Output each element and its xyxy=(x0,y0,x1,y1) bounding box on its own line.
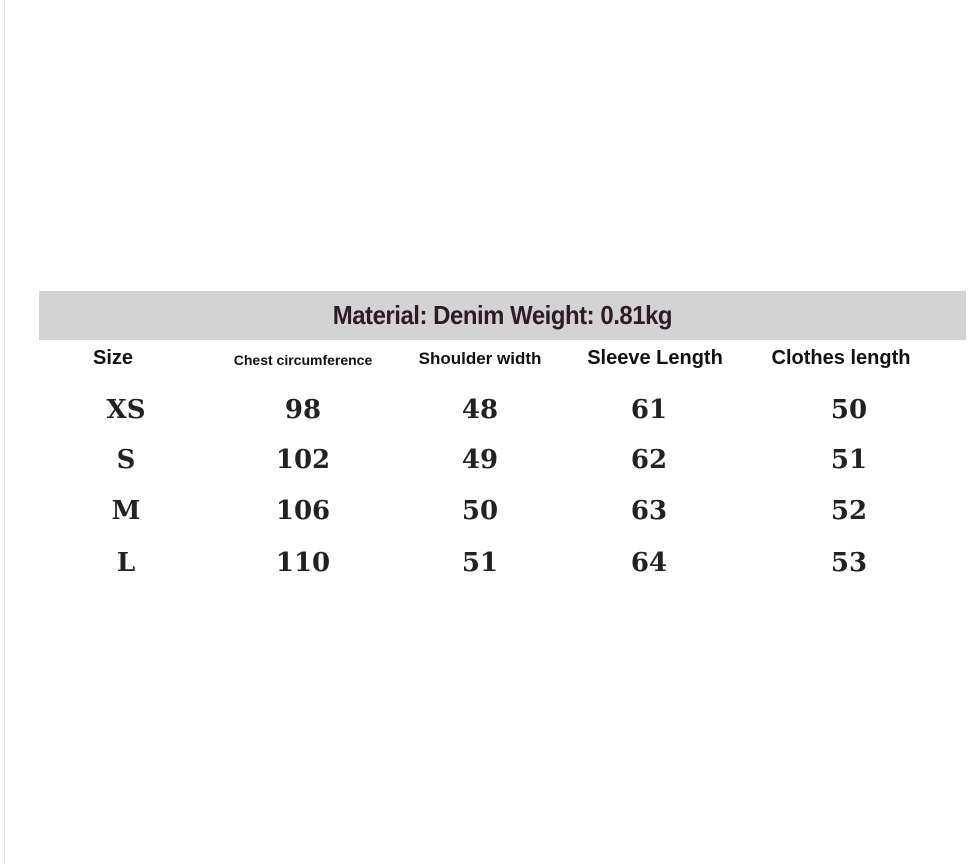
cell-size: XS xyxy=(106,395,146,425)
header-shoulder: Shoulder width xyxy=(418,349,542,368)
cell-shoulder: 49 xyxy=(461,445,499,475)
table-row: XS 98 48 61 50 xyxy=(0,395,972,425)
cell-length: 52 xyxy=(830,496,868,526)
cell-chest: 110 xyxy=(275,548,331,578)
cell-size: L xyxy=(116,548,136,578)
cell-sleeve: 61 xyxy=(630,395,668,425)
cell-shoulder: 50 xyxy=(461,496,499,526)
cell-shoulder: 48 xyxy=(461,395,499,425)
table-row: S 102 49 62 51 xyxy=(0,445,972,475)
cell-length: 53 xyxy=(830,548,868,578)
header-chest: Chest circumference xyxy=(233,352,373,368)
cell-chest: 102 xyxy=(275,445,331,475)
header-clothes-length: Clothes length xyxy=(771,347,911,369)
table-row: M 106 50 63 52 xyxy=(0,496,972,526)
cell-shoulder: 51 xyxy=(461,548,499,578)
cell-chest: 106 xyxy=(275,496,331,526)
cell-sleeve: 62 xyxy=(630,445,668,475)
cell-length: 50 xyxy=(830,395,868,425)
header-size: Size xyxy=(92,347,134,369)
cell-sleeve: 63 xyxy=(630,496,668,526)
table-row: L 110 51 64 53 xyxy=(0,548,972,578)
material-weight-title: Material: Denim Weight: 0.81kg xyxy=(332,300,673,330)
cell-length: 51 xyxy=(830,445,868,475)
cell-sleeve: 64 xyxy=(630,548,668,578)
cell-size: S xyxy=(116,445,136,475)
header-sleeve: Sleeve Length xyxy=(587,347,723,369)
cell-chest: 98 xyxy=(284,395,322,425)
table-header: Size Chest circumference Shoulder width … xyxy=(0,347,972,377)
left-border xyxy=(4,0,5,864)
cell-size: M xyxy=(111,496,141,526)
title-band: Material: Denim Weight: 0.81kg xyxy=(39,291,966,340)
